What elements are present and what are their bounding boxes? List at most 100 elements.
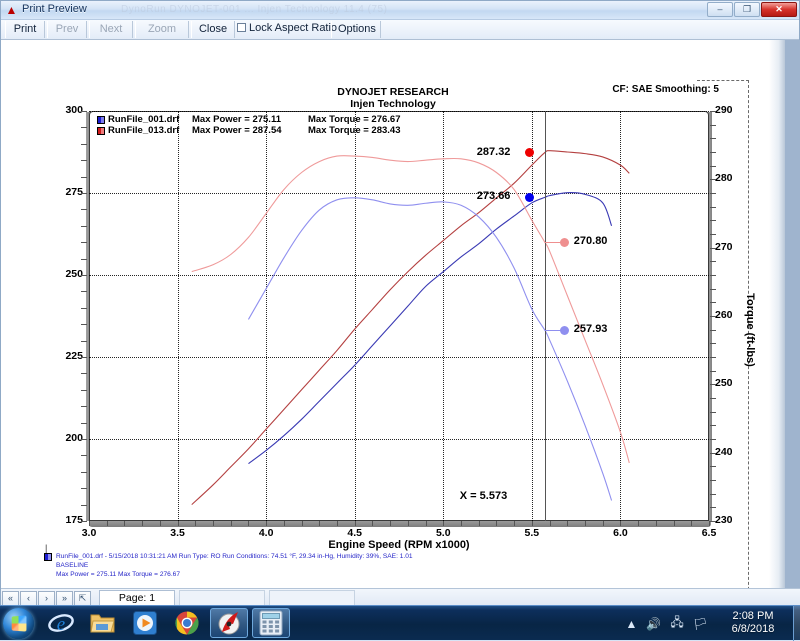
minor-tick-right [710,288,716,290]
minor-tick-right [710,425,716,427]
close-window-button[interactable]: ✕ [761,2,797,17]
media-player-icon[interactable] [126,608,164,638]
minor-tick-left [81,455,87,457]
minor-tick-x [531,521,533,526]
minor-tick-right [710,275,716,276]
dynojet-icon: ▲ [5,3,18,17]
minor-tick-right [710,247,716,249]
legend-file: RunFile_013.drf [108,125,180,136]
minor-tick-left [81,127,87,129]
page-indicator: Page: 1 [99,589,175,606]
next-page-button[interactable]: › [38,590,55,606]
lock-aspect-ratio-checkbox[interactable] [237,23,246,32]
zoom-out-button[interactable]: Zoom Out [135,21,189,51]
y-axis-tick-left: 300 [65,104,83,116]
y-axis-tick-right: 280 [715,172,733,185]
minor-tick-left [81,176,87,178]
minor-tick-left [81,406,87,408]
minor-tick-x [620,521,622,526]
y-axis-tick-left: 275 [65,186,83,198]
network-icon[interactable]: 🖧 [670,615,684,629]
minor-tick-left [81,471,87,473]
windows-flag-icon [11,615,27,632]
next-button[interactable]: Next [89,21,133,38]
prev-button[interactable]: Prev [47,21,87,38]
x-axis-tick: 3.5 [170,527,185,539]
preview-page-area[interactable]: DYNOJET RESEARCH Injen Technology CF: SA… [1,40,800,588]
action-center-icon[interactable]: 🏳 [692,616,708,631]
internet-explorer-icon[interactable]: e [42,608,80,638]
legend-row: RunFile_013.drf Max Power = 287.54 Max T… [97,125,401,136]
minor-tick-right [710,152,716,153]
run-info-block: RunFile_001.drf - 5/15/2018 10:31:21 AM … [44,552,413,579]
preview-toolbar: Print Prev Next Zoom Out Close Lock Aspe… [1,20,799,51]
minor-tick-x [709,521,710,526]
minor-tick-left [81,291,87,293]
minor-tick-right [710,220,716,222]
minor-tick-x [337,521,338,526]
grid-line-vertical [354,111,356,521]
dynojet-icon[interactable] [210,608,248,638]
close-preview-button[interactable]: Close [191,21,235,38]
dyno-plot[interactable]: 287.32 273.66 270.80 257.93 RunFile_001.drf… [89,111,709,521]
minor-tick-left [81,209,87,211]
y-axis-tick-left: 250 [65,268,83,280]
left-axis-bar [86,112,91,521]
show-desktop-button[interactable] [793,606,800,641]
minor-tick-right [710,398,716,399]
legend-max-torque: Max Torque = 283.43 [308,125,401,136]
status-bar: « ‹ › » ⇱ Page: 1 [1,588,800,606]
calculator-icon[interactable] [252,608,290,638]
y-axis-tick-right: 290 [715,104,733,116]
minor-tick-right [710,234,716,235]
options-button[interactable]: Options [331,21,381,38]
volume-icon[interactable]: 🔊 [646,616,662,631]
file-explorer-icon[interactable] [84,608,122,638]
blue-power-point-label: 273.66 [476,190,511,203]
minimize-button[interactable]: – [707,2,733,17]
paper-edge [769,40,785,588]
minor-tick-x [106,521,108,526]
show-hidden-icons-icon[interactable]: ▲ [625,616,638,631]
x-axis-tick: 4.0 [258,527,274,539]
minor-tick-left [81,193,87,194]
minor-tick-x [602,521,604,526]
minor-tick-left [81,275,87,276]
minor-tick-right [710,138,716,140]
legend-row: RunFile_001.drf Max Power = 275.11 Max T… [97,114,401,125]
minor-tick-x [195,521,197,526]
y-axis-tick-right: 230 [715,514,733,526]
chrome-icon[interactable] [168,608,206,638]
goto-page-button[interactable]: ⇱ [74,590,91,606]
blue-power-point [525,192,535,202]
blue-torque-point [560,325,570,335]
taskbar-clock[interactable]: 2:08 PM 6/8/2018 [714,610,792,636]
maximize-button[interactable]: ❐ [734,2,760,17]
red-torque-point-label: 270.80 [573,235,608,248]
minor-tick-x [266,521,268,526]
minor-tick-right [710,493,716,495]
last-page-button[interactable]: » [56,590,73,606]
grid-line-horizontal [89,275,709,276]
bottom-axis-bar [89,521,711,527]
print-button[interactable]: Print [5,21,45,38]
minor-tick-right [710,370,716,372]
grid-line-vertical [266,111,268,521]
y-axis-tick-right: 270 [715,240,733,253]
minor-tick-x [159,521,161,526]
minor-tick-right [710,439,716,440]
curve-torque [247,197,613,501]
start-button[interactable] [3,608,34,639]
x-axis-tick: 6.5 [701,527,717,539]
cursor-line[interactable] [544,111,546,521]
prev-page-button[interactable]: ‹ [20,590,37,606]
run-swatch-blue [44,553,52,561]
minor-tick-x [638,521,640,526]
minor-tick-left [81,111,87,112]
minor-tick-right [710,124,716,126]
minor-tick-left [81,225,87,227]
first-page-button[interactable]: « [2,590,19,606]
status-cell-2 [269,589,355,606]
legend-file: RunFile_001.drf [108,114,180,125]
minor-tick-left [81,160,87,162]
